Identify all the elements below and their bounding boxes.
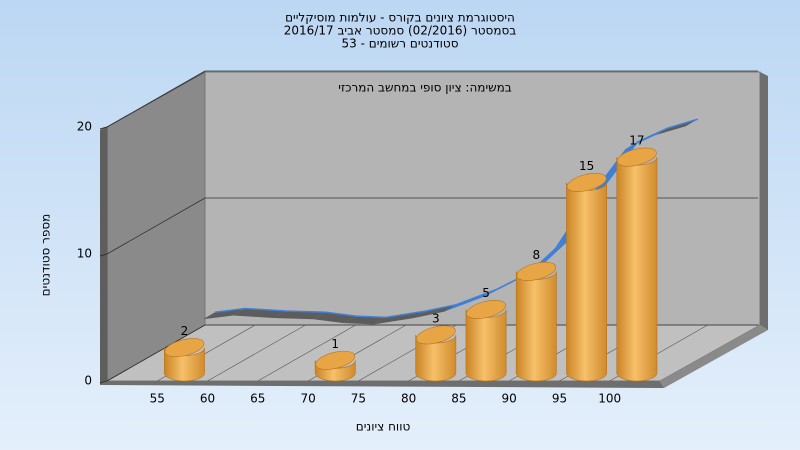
y-tick	[99, 126, 108, 130]
y-axis-label: מספר סטודנטים	[39, 214, 53, 297]
bar-top	[466, 300, 506, 319]
chart-subtitle: סטודנטים רשומים - 53	[341, 37, 458, 51]
bar-body	[566, 182, 607, 382]
x-tick-label: 90	[502, 392, 517, 406]
y-tick-label: 0	[84, 374, 92, 388]
bar-top	[164, 338, 205, 358]
bar	[616, 147, 658, 382]
x-tick-label: 55	[150, 392, 165, 406]
curve-face	[373, 311, 427, 325]
data-label: 17	[629, 134, 644, 148]
bar-body	[515, 271, 557, 382]
data-label: 15	[579, 159, 594, 173]
x-tick-label: 75	[351, 392, 366, 406]
plot: 0 10 20 55 60 65 70 75 80 85 90 95 100 2 1 3 5 8 15 17	[77, 70, 758, 406]
grid-line	[257, 324, 356, 382]
bar	[566, 173, 607, 382]
x-tick-label: 80	[401, 392, 416, 406]
y-tick-label: 10	[77, 247, 92, 261]
x-tick-label: 60	[200, 392, 215, 406]
x-tick-label: 65	[250, 392, 265, 406]
bar-body	[616, 157, 658, 382]
y-tick	[99, 380, 108, 384]
left-edge	[100, 127, 107, 385]
bar	[465, 300, 507, 382]
x-tick-label: 70	[300, 392, 315, 406]
data-label: 1	[331, 337, 339, 351]
chart-title: היסטוגרמת ציונים בקורס - עולמות מוסיקליי…	[285, 11, 515, 25]
floor-edge	[660, 325, 768, 388]
data-label: 5	[482, 286, 490, 300]
bar-top	[415, 325, 456, 345]
y-tick	[99, 253, 108, 257]
x-tick-label: 95	[552, 392, 567, 406]
curve-face	[343, 316, 386, 325]
wall-edge	[760, 72, 768, 330]
bar-top	[516, 261, 557, 281]
curve-face	[273, 311, 326, 320]
x-tick-label: 100	[598, 392, 621, 406]
x-tick-label: 85	[451, 392, 466, 406]
bar-top	[616, 147, 657, 167]
bar-body	[465, 309, 507, 382]
chart-subtitle: בסמסטר (02/2016) סמסטר אביב 2016/17	[284, 24, 516, 38]
data-label: 2	[181, 324, 189, 338]
grid-line	[106, 70, 206, 128]
bar	[314, 350, 356, 382]
bar-top	[315, 350, 356, 370]
bar	[415, 325, 457, 382]
bottom-edge	[100, 381, 664, 388]
data-label: 3	[432, 311, 440, 325]
grid-line	[106, 197, 206, 255]
bar	[515, 261, 557, 382]
grid-line	[106, 324, 206, 382]
x-axis-label: טווח ציונים	[356, 420, 411, 434]
bar-top	[566, 173, 607, 192]
curve-face	[203, 308, 246, 320]
annotation: במשימה: ציון סופי במחשב המרכזי	[338, 81, 512, 95]
bar	[164, 338, 205, 382]
grid-line	[207, 324, 306, 382]
curve-face	[414, 304, 457, 319]
data-label: 8	[532, 248, 540, 262]
curve-face	[655, 119, 698, 136]
y-tick-label: 20	[77, 120, 92, 134]
